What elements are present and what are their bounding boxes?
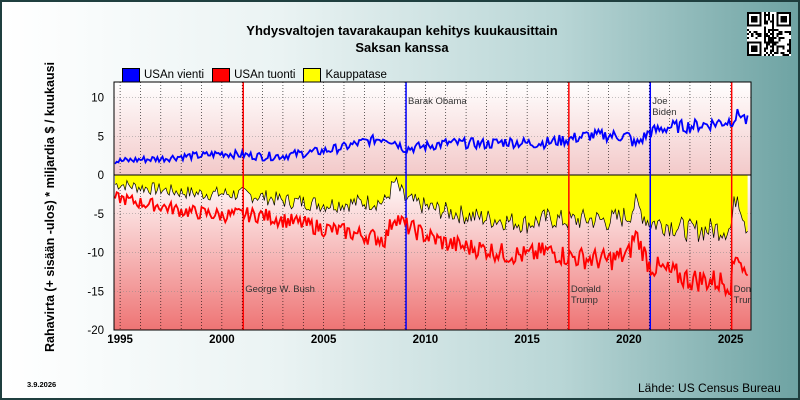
legend-item-import: USAn tuonti <box>212 67 296 83</box>
y-tick-label: -10 <box>87 248 104 260</box>
y-tick-label: -5 <box>94 209 104 221</box>
x-tick-label: 1995 <box>107 334 133 346</box>
x-tick-label: 2010 <box>413 334 439 346</box>
president-label: Barak Obama <box>408 96 467 107</box>
legend-label-balance: Kauppatase <box>325 69 387 81</box>
legend-item-balance: Kauppatase <box>303 67 387 83</box>
y-tick-label: 10 <box>91 93 104 105</box>
x-tick-label: 2005 <box>311 334 337 346</box>
title-line-1: Yhdysvaltojen tavarakaupan kehitys kuuka… <box>246 23 558 38</box>
y-tick-label: 5 <box>98 131 104 143</box>
chart-title: Yhdysvaltojen tavarakaupan kehitys kuuka… <box>122 22 682 56</box>
series-group: George W. Bush Barak Obama Donald Trump Joe B… <box>114 82 764 330</box>
series-line-export <box>114 108 749 165</box>
y-tick-label: -15 <box>87 286 104 298</box>
x-tick-label: 2015 <box>514 334 540 346</box>
title-line-2: Saksan kanssa <box>355 40 449 55</box>
source-credit: Lähde: US Census Bureau <box>638 381 781 395</box>
qr-code-icon <box>747 12 791 56</box>
x-tick-label: 2025 <box>718 334 744 346</box>
legend-label-import: USAn tuonti <box>234 69 296 81</box>
president-label: George W. Bush <box>245 284 315 295</box>
legend-label-export: USAn vienti <box>144 69 205 81</box>
series-line-import <box>114 191 749 298</box>
x-tick-label: 2000 <box>209 334 235 346</box>
plot-border <box>113 81 752 331</box>
president-label: Donald Trump <box>734 284 764 306</box>
date-stamp: 3.9.2026 <box>27 380 57 389</box>
plot-area: George W. Bush Barak Obama Donald Trump Joe B… <box>87 81 764 346</box>
y-tick-label: 0 <box>98 170 104 182</box>
x-tick-label: 2020 <box>616 334 642 346</box>
president-label: Joe Biden <box>652 96 676 118</box>
balance-line <box>114 176 748 242</box>
balance-area <box>115 175 748 242</box>
y-tick-label: -20 <box>87 325 104 337</box>
president-label: Donald Trump <box>571 284 601 306</box>
